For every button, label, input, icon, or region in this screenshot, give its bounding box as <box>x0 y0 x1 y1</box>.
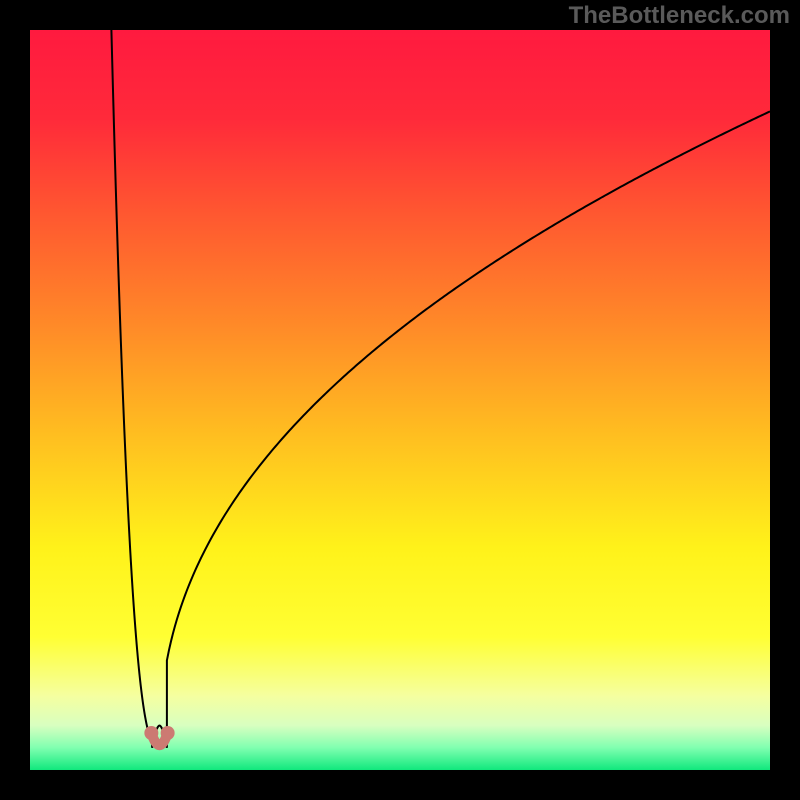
watermark-text: TheBottleneck.com <box>569 2 790 30</box>
dip-marker-0 <box>144 726 158 740</box>
plot-area <box>30 30 770 770</box>
plot-svg <box>30 30 770 770</box>
gradient-background <box>30 30 770 770</box>
chart-container: TheBottleneck.com <box>0 0 800 800</box>
dip-marker-1 <box>161 726 175 740</box>
